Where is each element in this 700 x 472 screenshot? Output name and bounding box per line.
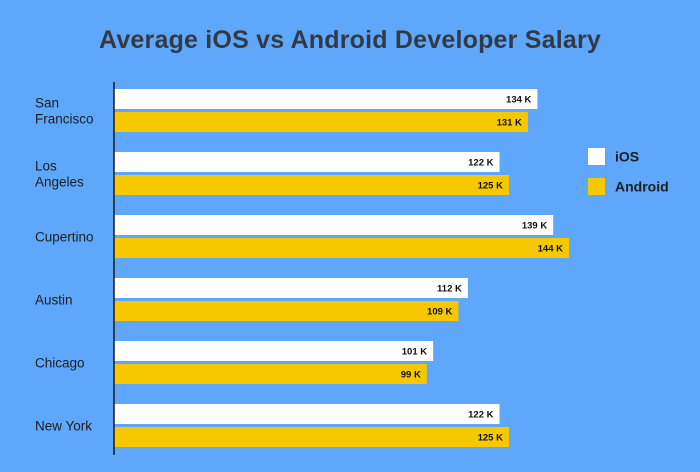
bar-android <box>114 175 509 195</box>
category-label: Austin <box>35 293 73 308</box>
value-label: 112 K <box>437 284 462 295</box>
chart-title: Average iOS vs Android Developer Salary <box>99 26 601 54</box>
value-label: 144 K <box>538 244 563 255</box>
bar-ios <box>114 278 468 298</box>
value-label: 122 K <box>468 158 493 169</box>
legend-label-android: Android <box>615 179 669 195</box>
category-label: Chicago <box>35 356 85 371</box>
value-label: 99 K <box>401 370 421 381</box>
value-label: 125 K <box>478 181 503 192</box>
bar-android <box>114 112 528 132</box>
value-label: 131 K <box>497 118 522 129</box>
bar-android <box>114 427 509 447</box>
category-label: Cupertino <box>35 230 94 245</box>
bar-ios <box>114 215 554 235</box>
category-label: Los Angeles <box>35 159 84 190</box>
category-label: San Francisco <box>35 96 94 127</box>
bar-ios <box>114 89 538 109</box>
value-label: 134 K <box>506 95 531 106</box>
legend-swatch-ios <box>588 148 605 165</box>
bar-android <box>114 364 427 384</box>
bar-android <box>114 238 569 258</box>
value-label: 125 K <box>478 433 503 444</box>
legend-label-ios: iOS <box>615 149 639 165</box>
legend-swatch-android <box>588 178 605 195</box>
value-label: 139 K <box>522 221 547 232</box>
value-label: 109 K <box>427 307 452 318</box>
bar-ios <box>114 404 500 424</box>
value-label: 101 K <box>402 347 427 358</box>
category-label: New York <box>35 419 92 434</box>
bar-ios <box>114 152 500 172</box>
value-label: 122 K <box>468 410 493 421</box>
bar-android <box>114 301 459 321</box>
bar-ios <box>114 341 434 361</box>
